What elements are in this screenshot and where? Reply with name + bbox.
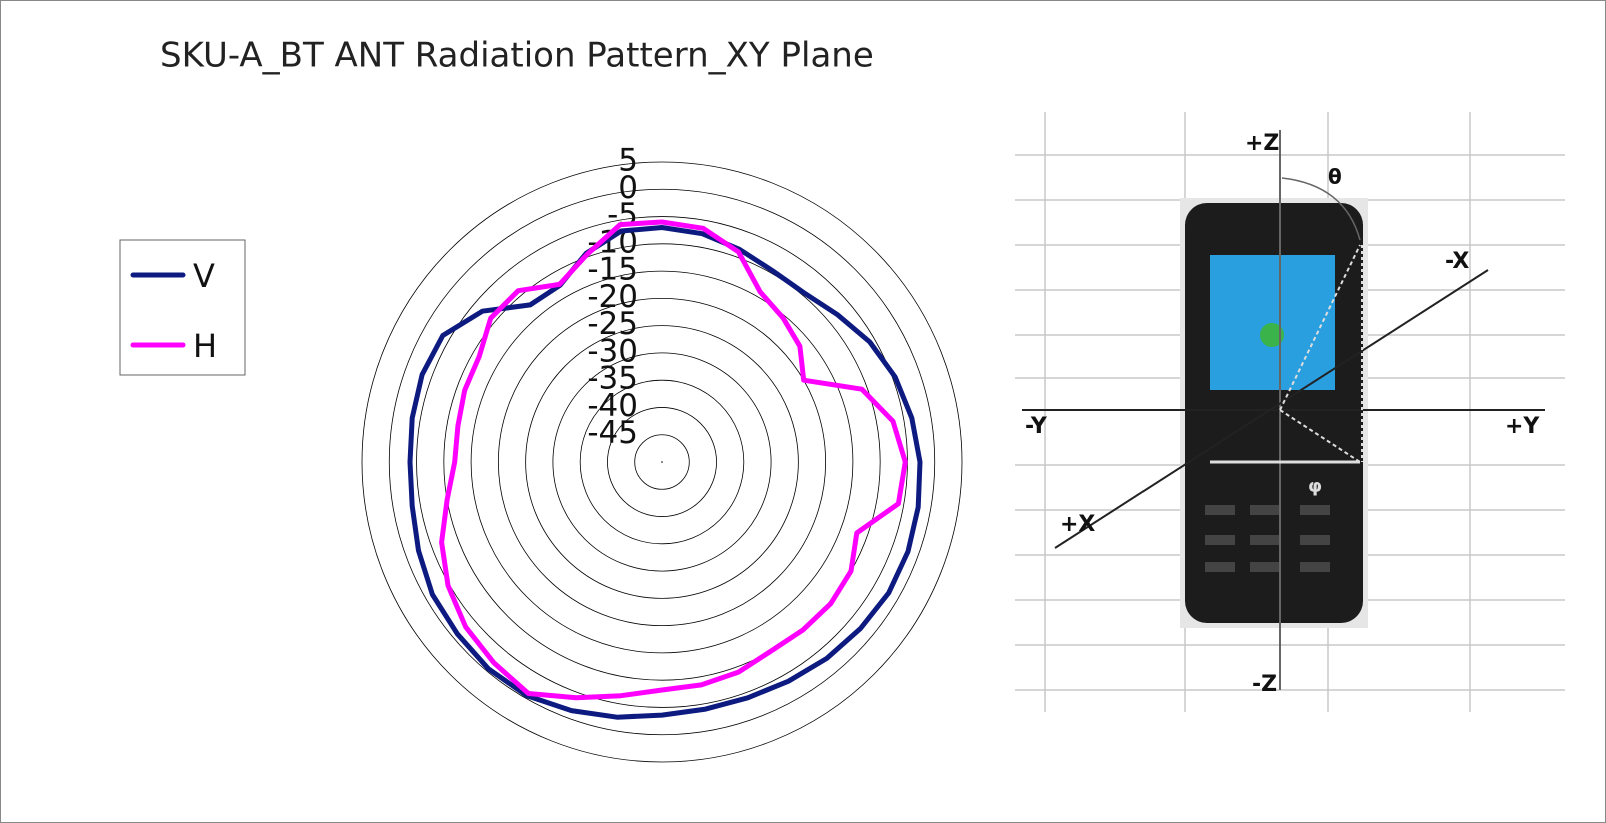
axis-label: +Y [1505,414,1540,439]
center-dot [661,461,663,463]
axis-label: -Y [1025,414,1048,439]
axis-label: -Z [1252,672,1277,697]
axis-label: +Z [1245,131,1279,156]
axis-label: -X [1445,249,1469,274]
chart: SKU-A_BT ANT Radiation Pattern_XY Plane [0,0,1606,823]
angle-label: θ [1328,165,1342,189]
legend-label: V [193,257,215,295]
angle-label: φ [1308,476,1322,497]
axis-label: +X [1060,512,1095,537]
legend-label: H [193,327,217,365]
legend [120,240,245,375]
chart-title: SKU-A_BT ANT Radiation Pattern_XY Plane [160,36,874,76]
r-tick-label: -45 [587,415,638,451]
